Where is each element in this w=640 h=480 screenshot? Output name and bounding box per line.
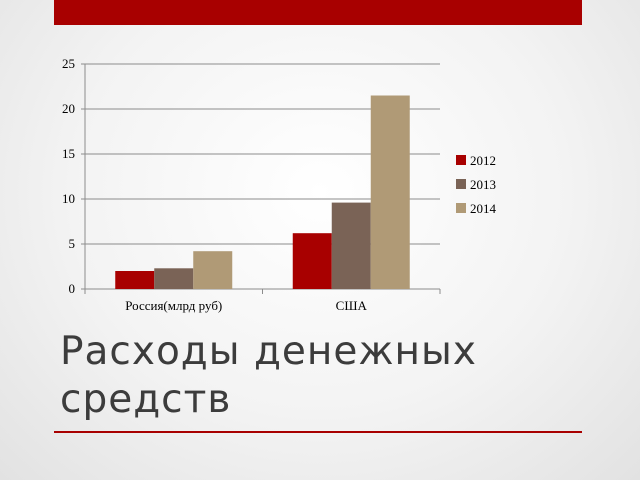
bar [370, 95, 410, 289]
legend-label: 2013 [470, 177, 496, 192]
y-tick-label: 25 [62, 56, 75, 71]
slide-title: Расходы денежных средств [60, 329, 477, 422]
legend-swatch [456, 203, 466, 213]
x-tick-label: Россия(млрд руб) [125, 298, 222, 313]
legend-swatch [456, 155, 466, 165]
y-tick-label: 10 [62, 191, 75, 206]
bar [292, 233, 332, 289]
title-underline [54, 431, 582, 433]
y-tick-label: 15 [62, 146, 75, 161]
bar-chart: 0 5 10 15 20 25 Россия(млрд руб) США 2012 2013 201… [62, 56, 497, 313]
legend-label: 2012 [470, 153, 496, 168]
bar [115, 271, 155, 289]
x-tick-label: США [336, 298, 368, 313]
y-tick-label: 20 [62, 101, 75, 116]
bar [331, 202, 371, 289]
y-tick-label: 5 [69, 236, 76, 251]
bar [193, 251, 233, 289]
legend-swatch [456, 179, 466, 189]
legend-label: 2014 [470, 201, 497, 216]
chart-svg: 0 5 10 15 20 25 Россия(млрд руб) США 2012 2013 201… [62, 56, 497, 313]
bar [154, 268, 194, 289]
y-tick-label: 0 [69, 281, 76, 296]
top-accent-bar [54, 0, 582, 25]
